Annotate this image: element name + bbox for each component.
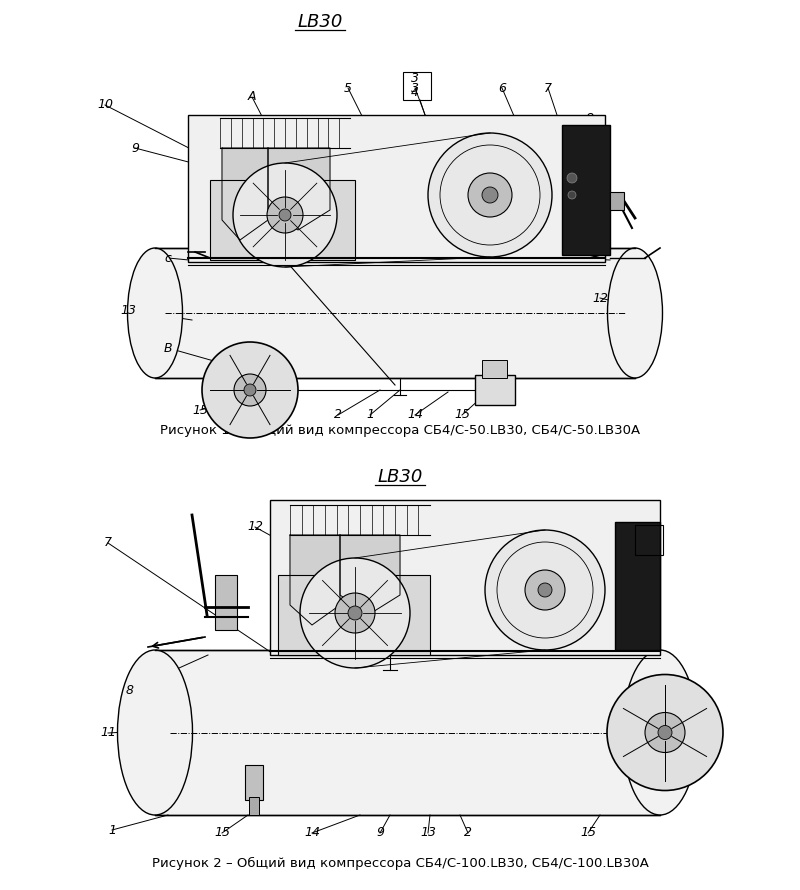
- Text: 12: 12: [592, 292, 608, 304]
- Ellipse shape: [622, 650, 698, 815]
- Text: 7: 7: [544, 82, 552, 94]
- Bar: [249, 797, 259, 815]
- Text: 1: 1: [366, 409, 374, 422]
- Circle shape: [468, 173, 512, 217]
- Bar: [155, 248, 635, 378]
- Text: c: c: [165, 252, 171, 264]
- Ellipse shape: [118, 650, 193, 815]
- Circle shape: [279, 209, 291, 221]
- Text: 15: 15: [214, 827, 230, 839]
- Circle shape: [428, 133, 552, 257]
- Bar: [215, 575, 237, 630]
- Polygon shape: [222, 148, 268, 240]
- Polygon shape: [290, 535, 340, 625]
- Text: 3: 3: [411, 71, 419, 85]
- Circle shape: [335, 593, 375, 633]
- Text: 14: 14: [304, 827, 320, 839]
- Circle shape: [300, 558, 410, 668]
- Text: 2: 2: [334, 409, 342, 422]
- Circle shape: [234, 374, 266, 406]
- Text: LB30: LB30: [378, 468, 422, 486]
- Circle shape: [607, 675, 723, 790]
- Ellipse shape: [127, 248, 182, 378]
- Polygon shape: [268, 148, 330, 230]
- Text: 14: 14: [407, 409, 423, 422]
- Text: 2: 2: [464, 827, 472, 839]
- Text: 8: 8: [126, 684, 134, 697]
- Text: 15: 15: [454, 409, 470, 422]
- Text: 5: 5: [458, 521, 466, 533]
- Circle shape: [267, 197, 303, 233]
- Text: 15: 15: [192, 403, 208, 417]
- Text: 12: 12: [247, 521, 263, 533]
- Text: A: A: [248, 91, 256, 103]
- Bar: [635, 525, 663, 555]
- Text: 5: 5: [344, 82, 352, 94]
- Circle shape: [568, 191, 576, 199]
- Text: LB30: LB30: [298, 13, 342, 31]
- Text: Рисунок 1 – Общий вид компрессора СБ4/С-50.LB30, СБ4/С-50.LB30А: Рисунок 1 – Общий вид компрессора СБ4/С-…: [160, 424, 640, 436]
- Text: 1: 1: [108, 823, 116, 837]
- Circle shape: [538, 583, 552, 597]
- Ellipse shape: [607, 248, 662, 378]
- Circle shape: [233, 163, 337, 267]
- Bar: [610, 192, 624, 210]
- Text: 8: 8: [586, 111, 594, 125]
- Circle shape: [567, 173, 577, 183]
- Text: 7: 7: [104, 537, 112, 549]
- Text: 9: 9: [131, 142, 139, 155]
- Circle shape: [482, 187, 498, 203]
- Text: 15: 15: [580, 827, 596, 839]
- Bar: [278, 575, 430, 655]
- Polygon shape: [340, 535, 400, 615]
- Circle shape: [658, 725, 672, 740]
- Text: 9: 9: [376, 827, 384, 839]
- Circle shape: [485, 530, 605, 650]
- Circle shape: [348, 606, 362, 620]
- Circle shape: [244, 384, 256, 396]
- Bar: [188, 115, 605, 262]
- Bar: [562, 125, 610, 255]
- Bar: [210, 180, 355, 260]
- Text: 4: 4: [411, 85, 419, 99]
- Circle shape: [525, 570, 565, 610]
- Text: 3: 3: [411, 82, 419, 94]
- Bar: [270, 500, 660, 655]
- Text: 13: 13: [420, 827, 436, 839]
- Bar: [475, 375, 515, 405]
- Bar: [245, 765, 263, 800]
- Text: 3: 3: [644, 527, 652, 539]
- Text: 10: 10: [290, 519, 306, 531]
- Bar: [615, 522, 660, 650]
- Text: Рисунок 2 – Общий вид компрессора СБ4/С-100.LB30, СБ4/С-100.LB30А: Рисунок 2 – Общий вид компрессора СБ4/С-…: [151, 856, 649, 870]
- Text: 13: 13: [120, 303, 136, 317]
- Text: 6: 6: [534, 521, 542, 533]
- Circle shape: [202, 342, 298, 438]
- Bar: [482, 360, 507, 378]
- Text: B: B: [164, 342, 172, 354]
- Text: 6: 6: [498, 82, 506, 94]
- Bar: [155, 650, 660, 815]
- Circle shape: [645, 713, 685, 753]
- Text: 10: 10: [97, 99, 113, 111]
- Text: 4: 4: [644, 540, 652, 554]
- Bar: [403, 72, 431, 100]
- Text: 11: 11: [100, 726, 116, 740]
- Text: 11: 11: [557, 252, 573, 264]
